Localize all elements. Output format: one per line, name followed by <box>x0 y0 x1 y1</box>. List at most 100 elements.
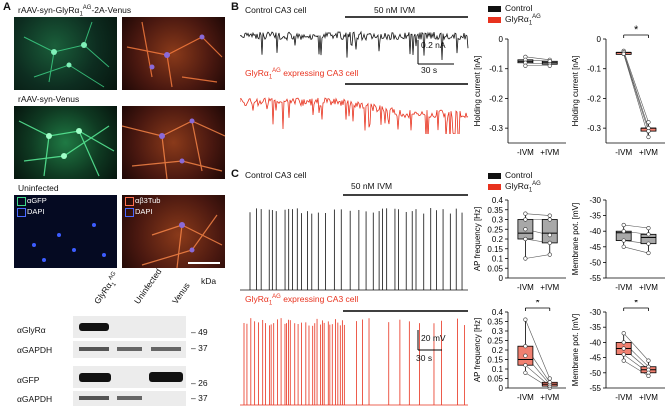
c-trace-control <box>240 208 468 291</box>
blot-label-gapdh1: αGAPDH <box>17 345 53 355</box>
tick-label: -40 <box>589 338 601 347</box>
boxplot-mem-glyr: -30 -35 -40 -45 -50 -55 Membrane pot. [mV] -IVM… <box>571 300 665 402</box>
blot-strip-gfp <box>73 366 186 388</box>
row2-title: rAAV-syn-Venus <box>18 94 80 104</box>
tick-label: 0 <box>499 384 504 393</box>
b-legend-control: Control <box>505 3 533 13</box>
lane-label-uninfected: Uninfected <box>132 266 164 306</box>
data-point <box>523 344 528 349</box>
tick-label: -45 <box>589 243 601 252</box>
tick-label: -0.2 <box>489 94 503 103</box>
data-point <box>646 241 651 246</box>
blot-band <box>117 396 142 400</box>
pair-line <box>623 53 649 138</box>
tick-label: 0.4 <box>492 196 504 205</box>
tick-label: 0.25 <box>487 225 503 234</box>
data-point <box>523 63 528 68</box>
tick-label: -50 <box>589 258 601 267</box>
data-point <box>621 229 626 234</box>
axis-label: Membrane pot. [mV] <box>571 203 580 275</box>
data-point <box>523 211 528 216</box>
tick-label: -55 <box>589 274 601 283</box>
data-point <box>621 51 626 56</box>
tick-label: 0.05 <box>487 375 503 384</box>
legend-green-label: αGFP <box>27 196 47 205</box>
marker-49: – 49 <box>191 327 208 337</box>
pair-line <box>623 246 649 254</box>
blot-band <box>149 372 183 382</box>
pair-line <box>623 52 649 129</box>
b-legend-glyr-swatch <box>488 17 501 23</box>
blot-band <box>79 347 109 351</box>
legend-dapi2-label: DAPI <box>135 207 153 216</box>
blot-strip-gapdh2 <box>73 391 186 406</box>
tick-label: 0.4 <box>492 308 504 317</box>
axis-label: AP frequency [Hz] <box>473 318 482 382</box>
tick-label: -55 <box>589 384 601 393</box>
data-point <box>523 217 528 222</box>
c-traces <box>240 194 468 406</box>
data-point <box>621 346 626 351</box>
category-label: +IVM <box>639 393 658 402</box>
tick-label: -40 <box>589 227 601 236</box>
legend-dapi-swatch <box>17 208 26 217</box>
data-point <box>523 236 528 242</box>
tick-label: -0.3 <box>489 124 503 133</box>
b-drug-label: 50 nM IVM <box>374 5 416 15</box>
marker-37a: – 37 <box>191 343 208 353</box>
panel-c-label: C <box>231 168 239 180</box>
c-legend-control-swatch <box>488 173 501 179</box>
tick-label: 0.2 <box>492 346 504 355</box>
category-label: +IVM <box>639 148 658 157</box>
b-trace-control <box>240 30 469 61</box>
category-label: -IVM <box>615 393 632 402</box>
pair-line <box>623 224 649 229</box>
tick-label: -30 <box>589 196 601 205</box>
blot-label-gapdh2: αGAPDH <box>17 394 53 404</box>
legend-red-swatch <box>125 197 134 206</box>
data-point <box>621 331 626 336</box>
data-point <box>547 213 552 218</box>
boxplot-holding-control: 0 -0.1 -0.2 -0.3 Holding current [nA] -IVM +IV… <box>473 35 566 157</box>
lane-label-venus: Venus <box>170 280 192 306</box>
blot-band <box>151 347 181 351</box>
c-legend-glyr: GlyRα1AG <box>505 181 541 194</box>
data-point <box>646 232 651 237</box>
boxplot-mem-control: -30 -35 -40 -45 -50 -55 Membrane pot. [mV] -IVM… <box>571 196 665 292</box>
boxplot-freq-control: 00.050.10.150.20.250.30.350.4 AP frequenc… <box>473 196 566 292</box>
tick-label: 0.35 <box>487 318 503 327</box>
category-label: +IVM <box>540 393 559 402</box>
data-point <box>646 225 651 231</box>
blot-band <box>79 396 109 400</box>
category-label: -IVM <box>517 148 534 157</box>
tick-label: 0.2 <box>492 235 504 244</box>
tick-label: 0 <box>597 35 602 44</box>
micro-uninf-green <box>14 195 117 268</box>
data-point <box>621 358 626 363</box>
data-point <box>646 134 651 140</box>
c-trace1-label: Control CA3 cell <box>245 170 307 180</box>
data-point <box>646 120 651 125</box>
blot-band <box>117 347 142 351</box>
legend-dapi2-swatch <box>125 208 134 217</box>
legend-dapi-label: DAPI <box>27 207 45 216</box>
micro-glyr-red <box>122 17 225 90</box>
tick-label: 0 <box>499 35 504 44</box>
c-trace2-label: GlyRα1AG expressing CA3 cell <box>245 294 359 307</box>
tick-label: -45 <box>589 354 601 363</box>
row3-title: Uninfected <box>18 183 59 193</box>
tick-label: -0.1 <box>489 65 503 74</box>
data-point <box>621 238 626 243</box>
sig-star: * <box>535 300 540 309</box>
pair-line <box>525 319 551 379</box>
axis-label: AP frequency [Hz] <box>473 207 482 271</box>
pair-line <box>623 360 649 377</box>
pair-line <box>525 254 550 259</box>
c-scale-x-label: 30 s <box>416 353 433 363</box>
data-point <box>646 250 651 256</box>
blot-label-gfp: αGFP <box>17 375 40 385</box>
c-drug-label: 50 nM IVM <box>351 181 393 191</box>
micro-glyr-green <box>14 17 117 90</box>
tick-label: -35 <box>589 212 601 221</box>
boxplot-freq-glyr: 00.050.10.150.20.250.30.350.4 AP frequenc… <box>473 300 566 402</box>
